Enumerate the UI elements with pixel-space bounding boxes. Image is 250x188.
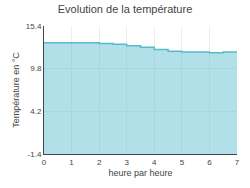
svg-text:4: 4 [152,158,157,167]
svg-text:2: 2 [97,158,102,167]
svg-text:1: 1 [69,158,74,167]
svg-text:3: 3 [124,158,129,167]
svg-text:4.2: 4.2 [30,107,42,116]
svg-text:6: 6 [207,158,212,167]
svg-text:9.8: 9.8 [30,64,42,73]
svg-text:7: 7 [235,158,240,167]
svg-text:0: 0 [42,158,47,167]
svg-text:5: 5 [180,158,185,167]
svg-text:Température en °C: Température en °C [11,52,21,128]
svg-text:15.4: 15.4 [26,22,42,31]
svg-text:Evolution de la température: Evolution de la température [58,3,193,15]
svg-text:heure par heure: heure par heure [108,168,172,178]
svg-text:-1.4: -1.4 [28,150,42,159]
